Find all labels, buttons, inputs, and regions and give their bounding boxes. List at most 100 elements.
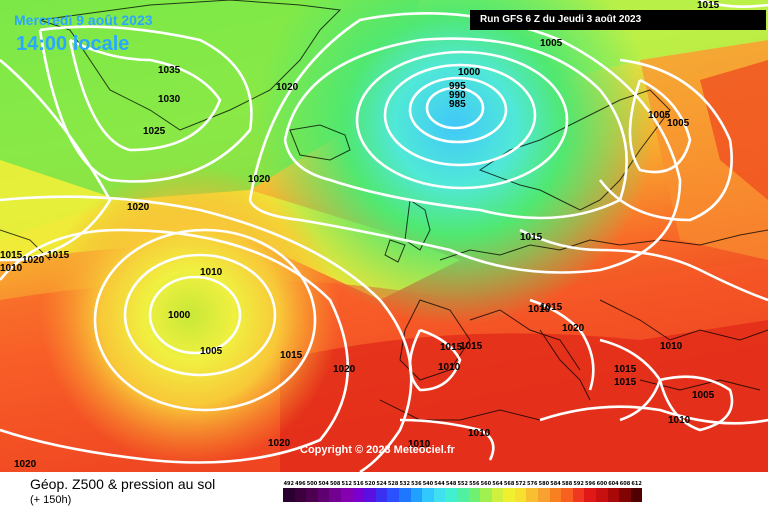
isobar-label: 1035 bbox=[158, 65, 181, 76]
legend-cell: 584 bbox=[549, 480, 562, 502]
isobar-label: 1010 bbox=[528, 304, 551, 315]
copyright-text: Copyright © 2023 Meteociel.fr bbox=[300, 444, 455, 456]
legend-swatch bbox=[456, 488, 469, 502]
legend-swatch bbox=[480, 488, 492, 502]
isobar-label: 1015 bbox=[440, 342, 463, 353]
legend-cell: 564 bbox=[491, 480, 504, 502]
isobar-label: 1020 bbox=[14, 459, 37, 470]
legend-value: 548 bbox=[445, 481, 457, 487]
legend-value: 524 bbox=[376, 481, 387, 487]
forecast-time: 14:00 locale bbox=[16, 33, 130, 55]
legend-swatch bbox=[514, 488, 527, 502]
legend-cell: 556 bbox=[468, 480, 481, 502]
isobar-label: 1020 bbox=[276, 82, 299, 93]
forecast-date: Mercredi 9 août 2023 bbox=[14, 12, 153, 28]
legend-swatch bbox=[630, 488, 643, 502]
legend-swatch bbox=[306, 488, 318, 502]
weather-map: 1035 1030 1025 1020 1020 1020 1005 1000 … bbox=[0, 0, 768, 472]
legend-value: 520 bbox=[364, 481, 376, 487]
legend-cell: 576 bbox=[526, 480, 539, 502]
isobar-label: 1020 bbox=[22, 255, 45, 266]
legend-cell: 540 bbox=[422, 480, 434, 502]
isobar-label: 1020 bbox=[333, 364, 356, 375]
map-title: Géop. Z500 & pression au sol bbox=[30, 476, 216, 492]
legend-swatch bbox=[619, 488, 631, 502]
legend-cell: 492 bbox=[283, 480, 295, 502]
legend-swatch bbox=[468, 488, 481, 502]
isobar-label: 1020 bbox=[127, 202, 150, 213]
legend-cell: 552 bbox=[456, 480, 469, 502]
isobar-label: 1010 bbox=[438, 362, 461, 373]
isobar-label: 995 bbox=[449, 81, 466, 92]
legend-swatch bbox=[526, 488, 539, 502]
legend-value: 544 bbox=[434, 481, 445, 487]
legend-cell: 592 bbox=[572, 480, 585, 502]
legend-value: 564 bbox=[492, 481, 503, 487]
legend-swatch bbox=[352, 488, 365, 502]
legend-swatch bbox=[491, 488, 504, 502]
model-run-banner: Run GFS 6 Z du Jeudi 3 août 2023 bbox=[470, 10, 766, 30]
isobar-label: 1015 bbox=[460, 341, 483, 352]
isobar-label: 1015 bbox=[280, 350, 303, 361]
isobar-label: 1015 bbox=[697, 0, 720, 11]
legend-value: 596 bbox=[585, 481, 596, 487]
legend-swatch bbox=[596, 488, 608, 502]
legend-value: 576 bbox=[527, 481, 538, 487]
isobar-label: 1000 bbox=[168, 310, 191, 321]
isobar-label: 1015 bbox=[520, 232, 543, 243]
legend-cell: 500 bbox=[306, 480, 318, 502]
legend-value: 496 bbox=[295, 481, 306, 487]
legend-swatch bbox=[445, 488, 457, 502]
legend-cell: 600 bbox=[596, 480, 608, 502]
legend-value: 572 bbox=[515, 481, 526, 487]
legend-swatch bbox=[607, 488, 620, 502]
legend-swatch bbox=[433, 488, 446, 502]
isobar-label: 1020 bbox=[562, 323, 585, 334]
legend-value: 588 bbox=[561, 481, 573, 487]
legend-value: 528 bbox=[387, 481, 399, 487]
isobar-label: 1010 bbox=[200, 267, 223, 278]
legend-cell: 560 bbox=[480, 480, 492, 502]
legend-cell: 548 bbox=[445, 480, 457, 502]
isobar-label: 1005 bbox=[200, 346, 223, 357]
legend-value: 592 bbox=[573, 481, 584, 487]
legend-swatch bbox=[398, 488, 411, 502]
legend-swatch bbox=[375, 488, 388, 502]
legend-cell: 528 bbox=[387, 480, 399, 502]
legend-cell: 516 bbox=[352, 480, 365, 502]
legend-swatch bbox=[561, 488, 573, 502]
isobar-label: 1015 bbox=[540, 302, 563, 313]
legend-swatch bbox=[572, 488, 585, 502]
isobar-label: 1015 bbox=[614, 364, 637, 375]
legend-value: 516 bbox=[353, 481, 364, 487]
legend-value: 532 bbox=[399, 481, 410, 487]
legend-swatch bbox=[364, 488, 376, 502]
isobar-label: 1010 bbox=[468, 428, 491, 439]
isobar-label: 1010 bbox=[408, 439, 431, 450]
isobar-label: 1010 bbox=[0, 263, 23, 274]
legend-value: 536 bbox=[411, 481, 422, 487]
isobar-label: 1010 bbox=[668, 415, 691, 426]
legend-value: 568 bbox=[503, 481, 515, 487]
legend-cell: 544 bbox=[433, 480, 446, 502]
legend-swatch bbox=[329, 488, 341, 502]
legend-swatch bbox=[549, 488, 562, 502]
isobar-label: 1005 bbox=[667, 118, 690, 129]
legend-swatch bbox=[283, 488, 295, 502]
isobar-label: 1015 bbox=[47, 250, 70, 261]
legend-value: 584 bbox=[550, 481, 561, 487]
legend-swatch bbox=[317, 488, 330, 502]
isobar-label: 1010 bbox=[660, 341, 683, 352]
legend-value: 560 bbox=[480, 481, 492, 487]
legend-swatch bbox=[410, 488, 423, 502]
legend-cell: 580 bbox=[538, 480, 550, 502]
legend-swatch bbox=[387, 488, 399, 502]
legend-value: 608 bbox=[619, 481, 631, 487]
isobar-label: 1020 bbox=[268, 438, 291, 449]
isobar-label: 1000 bbox=[458, 67, 481, 78]
legend-cell: 572 bbox=[514, 480, 527, 502]
legend-value: 504 bbox=[318, 481, 329, 487]
legend-cell: 604 bbox=[607, 480, 620, 502]
legend-cell: 568 bbox=[503, 480, 515, 502]
isobar-label: 1005 bbox=[540, 38, 563, 49]
